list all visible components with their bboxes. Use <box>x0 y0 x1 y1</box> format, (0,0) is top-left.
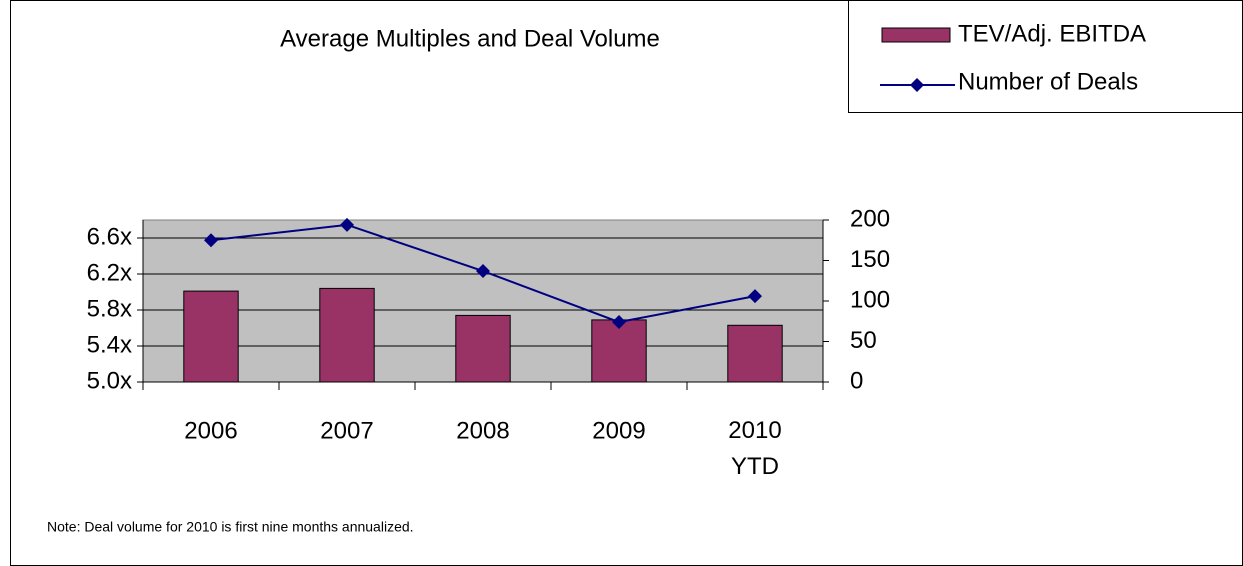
y-tick-label: 5.0x <box>87 367 132 394</box>
y2-tick-label: 50 <box>850 327 877 354</box>
marker <box>340 217 354 232</box>
x-tick-label: 2009 <box>592 417 645 444</box>
chart-title: Average Multiples and Deal Volume <box>280 25 660 52</box>
x-tick-label: 2006 <box>184 417 237 444</box>
x-tick-label: 2007 <box>320 417 373 444</box>
bar <box>319 287 375 383</box>
y2-tick-label: 150 <box>850 246 890 273</box>
y-tick-label: 5.8x <box>87 295 132 322</box>
y-tick-label: 5.4x <box>87 331 132 358</box>
bar <box>183 290 239 383</box>
legend-swatch <box>881 27 951 43</box>
bar <box>591 319 647 383</box>
y-tick-label: 6.6x <box>87 223 132 250</box>
legend-label: TEV/Adj. EBITDA <box>958 20 1146 47</box>
x-tick-label: 2008 <box>456 417 509 444</box>
legend-marker <box>910 78 924 92</box>
marker <box>476 264 490 279</box>
y-tick-label: 6.2x <box>87 259 132 286</box>
x-tick-label: 2010 YTD <box>728 417 781 480</box>
marker <box>204 233 218 248</box>
marker <box>748 289 762 304</box>
y2-tick-label: 0 <box>850 367 863 394</box>
y2-tick-label: 100 <box>850 286 890 313</box>
marker <box>612 315 626 330</box>
bar <box>455 314 511 383</box>
legend-box <box>848 0 1243 113</box>
bar <box>727 324 783 383</box>
legend-label: Number of Deals <box>958 68 1138 95</box>
y2-tick-label: 200 <box>850 205 890 232</box>
note: Note: Deal volume for 2010 is first nine… <box>47 519 414 535</box>
